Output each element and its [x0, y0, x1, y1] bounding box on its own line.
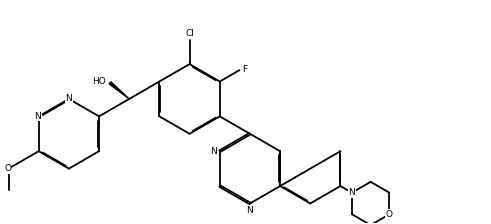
Polygon shape: [109, 82, 129, 99]
Text: Cl: Cl: [185, 29, 194, 38]
Text: N: N: [349, 188, 355, 197]
Text: O: O: [4, 164, 11, 173]
Text: F: F: [242, 65, 247, 74]
Text: N: N: [211, 147, 218, 156]
Text: HO: HO: [92, 77, 106, 86]
Text: O: O: [386, 210, 393, 219]
Text: N: N: [65, 94, 72, 103]
Text: N: N: [34, 112, 41, 121]
Text: N: N: [246, 206, 253, 215]
